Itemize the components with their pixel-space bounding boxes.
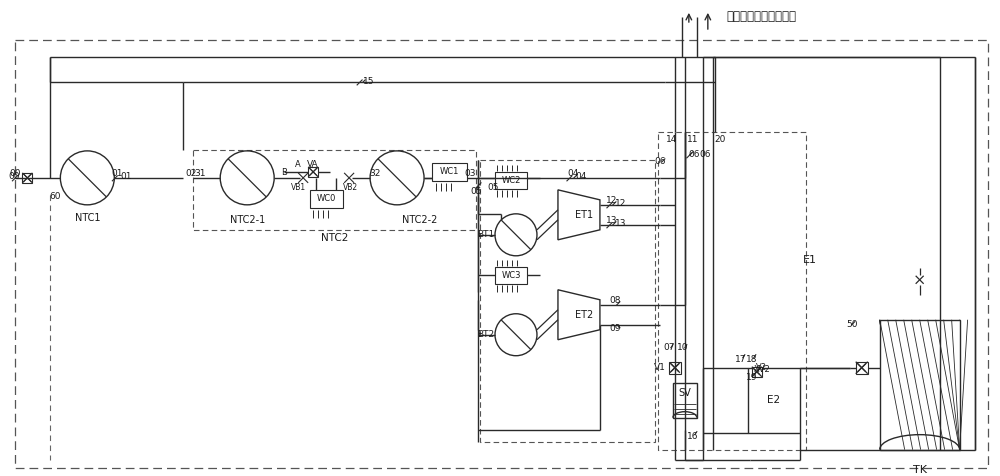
Text: TK: TK <box>913 465 927 475</box>
Text: VA: VA <box>307 160 319 169</box>
Text: A: A <box>295 160 301 169</box>
Text: NTC2-2: NTC2-2 <box>402 215 438 225</box>
Text: 06: 06 <box>700 150 711 159</box>
Bar <box>880 320 960 450</box>
Text: 08: 08 <box>609 296 621 305</box>
Text: XV2: XV2 <box>753 365 770 374</box>
Bar <box>495 267 527 284</box>
Text: SV: SV <box>678 387 691 397</box>
Text: VB1: VB1 <box>291 183 306 192</box>
Bar <box>748 367 800 433</box>
Text: 09: 09 <box>609 324 621 333</box>
Text: 02: 02 <box>185 169 197 178</box>
Text: 18: 18 <box>746 355 758 364</box>
Text: NTC2-1: NTC2-1 <box>230 215 265 225</box>
Text: WC1: WC1 <box>439 168 459 177</box>
Text: 11: 11 <box>687 135 699 144</box>
Text: E2: E2 <box>767 395 780 405</box>
Text: 去常温低压管网或放空: 去常温低压管网或放空 <box>727 10 797 23</box>
Text: 04: 04 <box>575 172 586 181</box>
Text: 20: 20 <box>714 135 726 144</box>
Bar <box>673 383 697 417</box>
Text: 32: 32 <box>369 169 381 178</box>
Text: ET2: ET2 <box>575 310 593 320</box>
Text: BT2: BT2 <box>477 330 495 339</box>
Bar <box>658 132 806 450</box>
Text: 50: 50 <box>846 320 857 329</box>
Text: WC2: WC2 <box>501 176 521 185</box>
Text: V2: V2 <box>756 363 767 372</box>
Bar <box>15 40 988 467</box>
Bar <box>308 167 318 177</box>
Text: 06: 06 <box>654 158 666 167</box>
Text: 10: 10 <box>677 343 689 352</box>
Text: 14: 14 <box>666 135 678 144</box>
Bar <box>480 160 655 442</box>
Text: 05: 05 <box>470 188 482 196</box>
Text: 04: 04 <box>567 169 579 178</box>
Text: 01: 01 <box>112 169 123 178</box>
Bar <box>856 362 868 374</box>
Bar <box>22 173 32 183</box>
Text: 13: 13 <box>615 219 626 228</box>
Bar <box>669 362 681 374</box>
Text: 03: 03 <box>464 169 476 178</box>
Bar <box>310 190 343 208</box>
Text: E1: E1 <box>803 255 817 265</box>
Text: 31: 31 <box>194 169 206 178</box>
Text: 15: 15 <box>363 78 375 87</box>
Bar <box>432 163 467 181</box>
Text: 12: 12 <box>606 196 618 205</box>
Bar <box>495 172 527 189</box>
Text: 60: 60 <box>50 192 61 201</box>
Text: 00: 00 <box>8 172 20 181</box>
Text: 16: 16 <box>687 432 699 441</box>
Text: 19: 19 <box>746 373 758 382</box>
Bar <box>193 150 476 230</box>
Text: NTC2: NTC2 <box>321 233 349 243</box>
Text: 06: 06 <box>688 150 700 159</box>
Text: BT1: BT1 <box>477 230 495 239</box>
Text: WC3: WC3 <box>501 271 521 280</box>
Text: NTC1: NTC1 <box>75 213 100 223</box>
Text: V1: V1 <box>654 363 666 372</box>
Text: WC0: WC0 <box>316 194 336 203</box>
Bar <box>752 367 762 377</box>
Text: B: B <box>281 169 287 178</box>
Text: VB2: VB2 <box>343 183 358 192</box>
Text: 07: 07 <box>663 343 675 352</box>
Text: ET1: ET1 <box>575 210 593 220</box>
Text: 00: 00 <box>10 169 21 178</box>
Text: 13: 13 <box>606 216 618 225</box>
Text: 17: 17 <box>735 355 747 364</box>
Text: 05: 05 <box>487 183 499 192</box>
Text: 12: 12 <box>615 199 626 208</box>
Text: 01: 01 <box>120 172 132 181</box>
